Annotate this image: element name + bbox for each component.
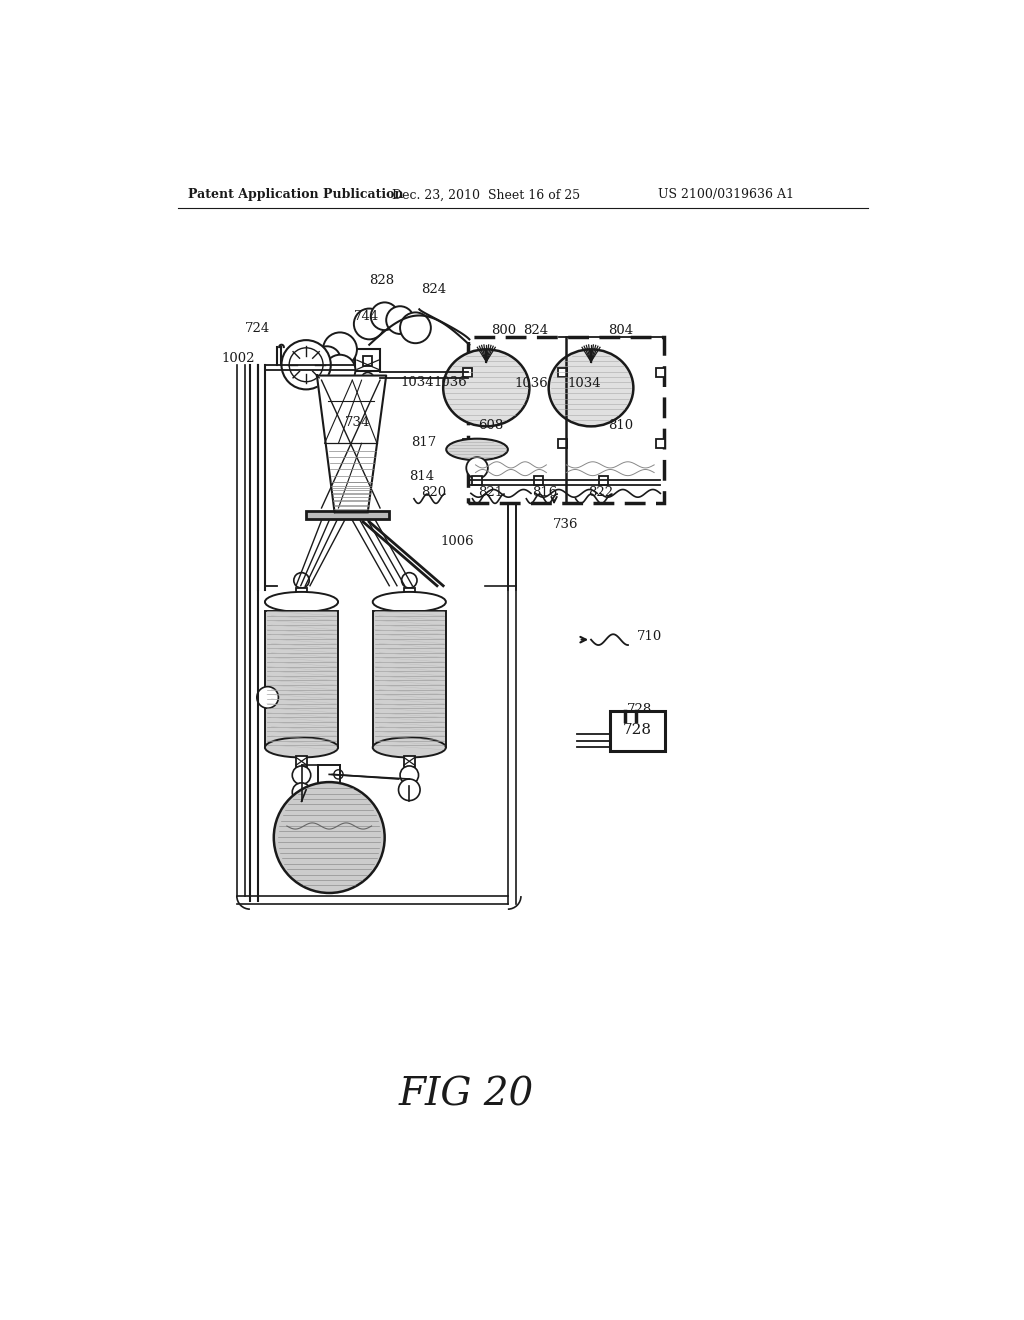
Bar [296, 589, 307, 599]
Text: 804: 804 [608, 323, 633, 337]
Text: 1006: 1006 [441, 535, 474, 548]
Text: 744: 744 [354, 310, 379, 323]
Bar [655, 438, 665, 447]
Bar [403, 589, 415, 599]
Text: 800: 800 [490, 323, 516, 337]
Text: 1036: 1036 [433, 376, 467, 388]
Text: 828: 828 [370, 275, 394, 286]
Bar [472, 475, 481, 484]
Text: 816: 816 [532, 486, 558, 499]
Circle shape [257, 686, 279, 708]
Circle shape [466, 457, 487, 479]
Circle shape [282, 341, 331, 389]
Circle shape [371, 302, 398, 330]
Bar [655, 368, 665, 378]
Ellipse shape [373, 591, 445, 612]
Text: 608: 608 [478, 420, 504, 433]
Ellipse shape [446, 438, 508, 461]
Circle shape [294, 573, 309, 589]
Text: 824: 824 [523, 323, 549, 337]
Text: 728: 728 [628, 702, 652, 715]
Bar [296, 756, 307, 767]
Circle shape [334, 770, 343, 779]
Text: 724: 724 [245, 322, 269, 335]
Circle shape [273, 781, 385, 894]
Text: FIG 20: FIG 20 [398, 1077, 534, 1114]
Bar [306, 511, 389, 519]
Circle shape [401, 573, 417, 589]
Text: 734: 734 [345, 416, 370, 429]
Bar [599, 475, 608, 484]
Text: Patent Application Publication: Patent Application Publication [188, 189, 403, 202]
Text: 1036: 1036 [514, 378, 548, 391]
Text: 1034: 1034 [568, 378, 601, 391]
Bar [403, 756, 415, 767]
Bar [463, 438, 472, 447]
Text: 728: 728 [623, 723, 651, 737]
Text: 1034: 1034 [400, 376, 434, 388]
Bar [558, 368, 567, 378]
Circle shape [400, 313, 431, 343]
Bar [364, 356, 373, 366]
Ellipse shape [265, 591, 338, 612]
Bar [373, 611, 446, 747]
Bar [609, 711, 665, 751]
Circle shape [400, 766, 419, 784]
Text: 820: 820 [422, 486, 446, 499]
Circle shape [386, 306, 414, 334]
Polygon shape [316, 376, 386, 512]
Text: 814: 814 [410, 470, 434, 483]
Text: 821: 821 [478, 486, 504, 499]
Text: 736: 736 [553, 517, 578, 531]
Text: US 2100/0319636 A1: US 2100/0319636 A1 [658, 189, 794, 202]
Ellipse shape [265, 738, 338, 758]
Ellipse shape [373, 738, 445, 758]
Circle shape [292, 783, 310, 801]
Circle shape [289, 348, 323, 381]
Ellipse shape [549, 350, 634, 426]
Bar [468, 337, 665, 503]
Bar [355, 350, 380, 371]
Circle shape [313, 346, 341, 374]
Bar [558, 438, 567, 447]
Text: Dec. 23, 2010  Sheet 16 of 25: Dec. 23, 2010 Sheet 16 of 25 [392, 189, 581, 202]
Bar [265, 611, 339, 747]
Text: 1002: 1002 [221, 352, 255, 366]
Text: 810: 810 [608, 420, 633, 433]
Text: 817: 817 [412, 437, 437, 449]
Circle shape [325, 355, 355, 385]
Text: 822: 822 [588, 486, 613, 499]
Bar [535, 475, 544, 484]
Circle shape [323, 333, 357, 367]
Bar [463, 368, 472, 378]
Circle shape [398, 779, 420, 800]
Ellipse shape [443, 350, 529, 426]
Circle shape [354, 309, 385, 339]
Text: 824: 824 [422, 284, 446, 296]
Circle shape [292, 766, 310, 784]
Text: 710: 710 [637, 630, 663, 643]
Circle shape [361, 372, 374, 385]
